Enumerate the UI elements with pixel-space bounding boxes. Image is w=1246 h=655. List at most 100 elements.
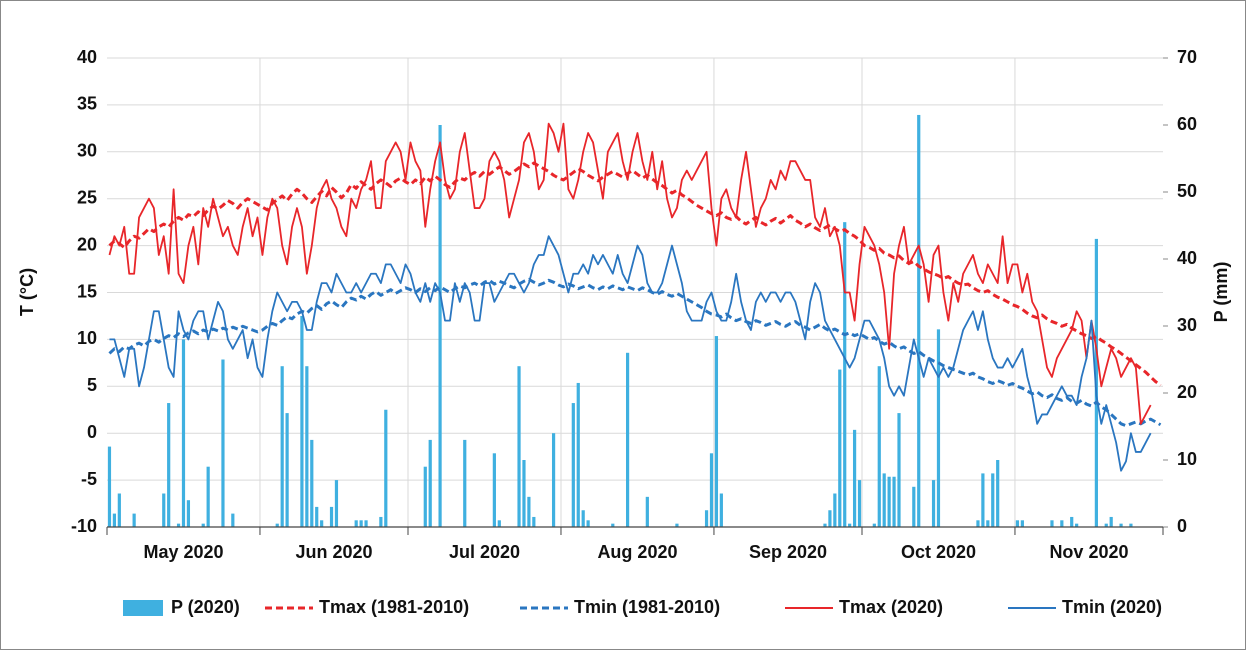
bar	[719, 493, 723, 527]
bar	[315, 506, 319, 527]
y2-tick-label: 40	[1177, 248, 1197, 268]
bar	[625, 352, 630, 527]
y-tick-label: -5	[81, 469, 97, 489]
y-tick-label: 25	[77, 187, 97, 207]
y2-tick-label: 20	[1177, 382, 1197, 402]
bar	[1050, 520, 1054, 527]
x-tick-label: Nov 2020	[1049, 542, 1128, 562]
bar	[645, 496, 649, 527]
dashed-line	[108, 161, 1162, 387]
bar	[354, 520, 358, 527]
bar	[1070, 516, 1074, 527]
bar	[897, 413, 901, 527]
bar	[581, 510, 585, 527]
x-tick-label: Jun 2020	[295, 542, 372, 562]
bar	[206, 466, 210, 527]
bar	[384, 409, 388, 527]
bar	[1129, 523, 1133, 527]
bar	[201, 523, 205, 527]
bar	[1015, 520, 1020, 527]
bar	[823, 523, 827, 527]
bar	[522, 460, 526, 527]
line	[108, 122, 1152, 425]
bar	[492, 453, 496, 527]
bar	[882, 473, 886, 527]
bar	[848, 523, 852, 527]
bar	[991, 473, 995, 527]
bar	[167, 403, 171, 527]
y-tick-label: 35	[77, 94, 97, 114]
bar	[275, 523, 279, 527]
bar	[1020, 520, 1024, 527]
bar	[1119, 523, 1123, 527]
bar	[320, 520, 324, 527]
x-tick-label: Oct 2020	[901, 542, 976, 562]
bar	[576, 382, 580, 527]
bar	[704, 510, 709, 527]
bar	[709, 453, 714, 527]
y-tick-label: 40	[77, 47, 97, 67]
y2-tick-label: 10	[1177, 449, 1197, 469]
bar	[310, 439, 314, 527]
bar	[936, 329, 941, 527]
bar	[117, 493, 121, 527]
legend-label: Tmax (1981-2010)	[319, 597, 469, 617]
bar	[1075, 523, 1079, 527]
bar	[221, 359, 225, 527]
bar	[917, 114, 921, 527]
bar	[872, 523, 876, 527]
legend-label: Tmax (2020)	[839, 597, 943, 617]
bar	[285, 413, 289, 527]
y-tick-label: 20	[77, 234, 97, 254]
bar	[300, 315, 304, 527]
bar	[428, 439, 432, 527]
x-tick-label: Sep 2020	[749, 542, 827, 562]
bar	[423, 466, 427, 527]
bar	[833, 493, 837, 527]
bar	[532, 516, 536, 527]
bar	[463, 439, 467, 527]
bar	[231, 513, 235, 527]
x-tick-label: Jul 2020	[449, 542, 520, 562]
bar	[892, 476, 896, 527]
bar	[838, 369, 842, 527]
bar	[517, 366, 521, 527]
bar	[379, 516, 383, 527]
bar	[1104, 523, 1108, 527]
y2-tick-label: 0	[1177, 516, 1187, 536]
bar	[912, 486, 916, 527]
bar	[1060, 520, 1064, 527]
y-axis-label: T (°C)	[17, 268, 37, 316]
y-tick-label: 5	[87, 375, 97, 395]
bar	[877, 366, 881, 527]
bar	[107, 446, 112, 527]
bar	[176, 523, 181, 527]
bar	[280, 366, 284, 527]
bar	[112, 513, 117, 527]
bar	[675, 523, 679, 527]
bar	[181, 339, 186, 527]
y2-axis-label: P (mm)	[1211, 262, 1231, 323]
y-tick-label: -10	[71, 516, 97, 536]
bar	[527, 496, 531, 527]
bar	[996, 460, 1000, 527]
bar	[828, 510, 832, 527]
x-tick-label: Aug 2020	[597, 542, 677, 562]
y-tick-label: 15	[77, 281, 97, 301]
bar	[586, 520, 590, 527]
y2-tick-label: 30	[1177, 315, 1197, 335]
bar	[305, 366, 309, 527]
bar	[359, 520, 363, 527]
legend-swatch	[123, 600, 163, 616]
bar	[571, 403, 575, 527]
bar	[843, 222, 847, 527]
y2-tick-label: 70	[1177, 47, 1197, 67]
bar	[981, 473, 985, 527]
bar	[714, 336, 719, 527]
bar	[887, 476, 891, 527]
bar	[976, 520, 980, 527]
legend-label: Tmin (2020)	[1062, 597, 1162, 617]
bar	[1109, 516, 1113, 527]
